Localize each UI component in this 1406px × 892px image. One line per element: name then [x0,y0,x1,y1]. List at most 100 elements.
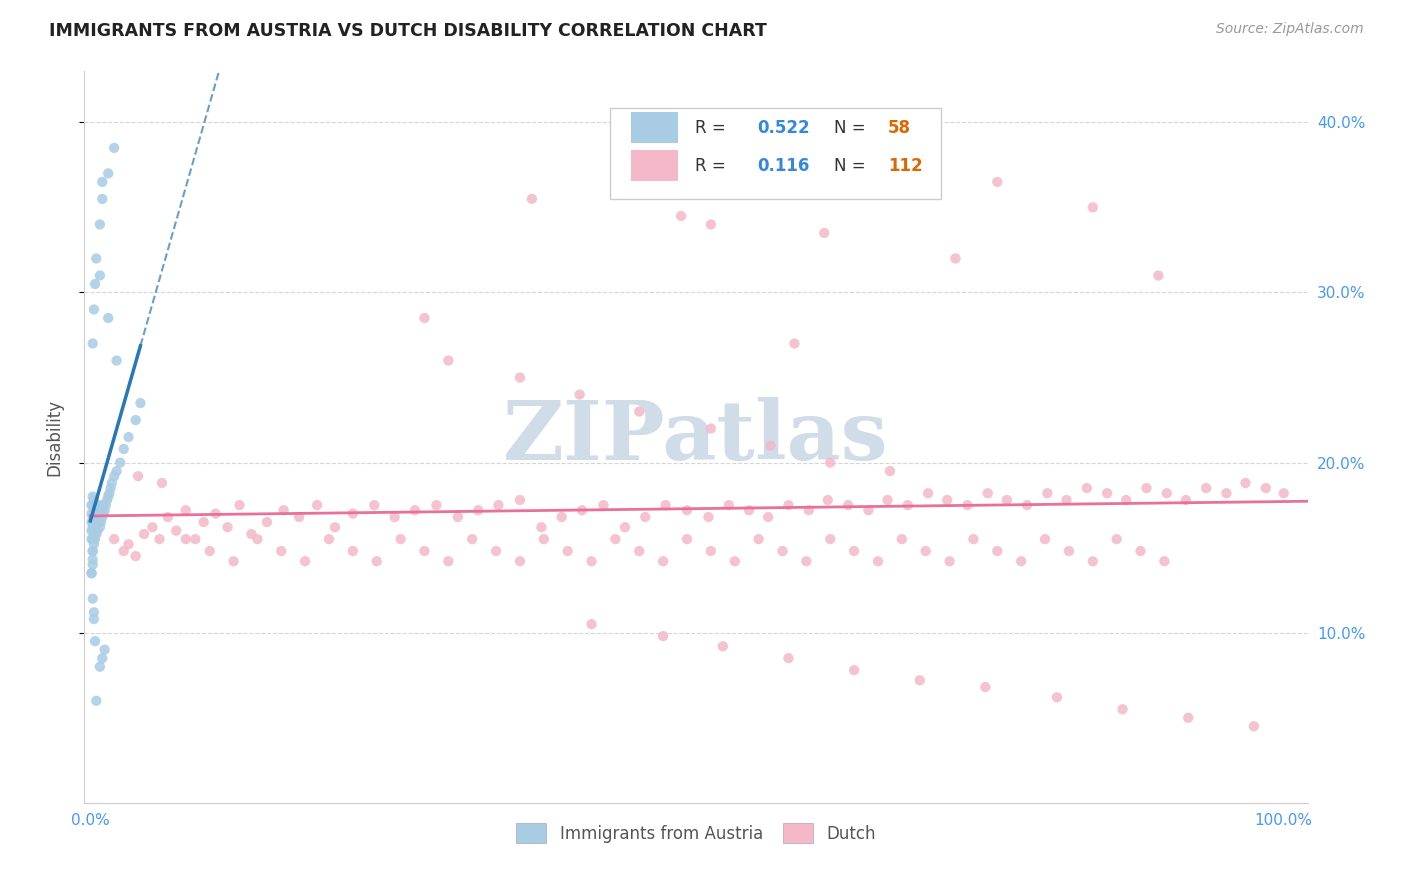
Point [89,659,111,673]
Point [628,404,651,418]
Point [1156,486,1178,500]
Point [437,554,460,568]
Point [866,554,889,568]
Point [488,498,510,512]
Point [246,532,269,546]
Point [97,166,120,180]
Point [103,469,125,483]
Point [676,532,699,546]
Point [1272,486,1295,500]
Point [83,537,105,551]
Point [87,515,110,529]
Point [652,554,675,568]
Point [711,640,734,654]
Point [86,510,108,524]
Point [82,591,104,606]
Bar [631,151,678,181]
Point [592,498,614,512]
Point [813,226,835,240]
Point [323,520,346,534]
Point [1177,711,1199,725]
Point [697,510,720,524]
Point [129,396,152,410]
Point [204,507,226,521]
Point [84,508,107,523]
Point [1215,486,1237,500]
Point [89,520,111,534]
Point [270,544,292,558]
Point [124,549,146,563]
Point [80,515,103,529]
Point [84,277,107,291]
Point [342,507,364,521]
Point [1254,481,1277,495]
Point [165,524,187,538]
Point [89,268,111,283]
Point [890,149,912,163]
Point [80,532,103,546]
Point [1115,493,1137,508]
Point [84,252,107,266]
FancyBboxPatch shape [610,108,941,200]
Point [117,537,139,551]
Point [778,498,800,512]
Point [914,544,936,558]
Point [97,490,120,504]
Point [80,507,103,521]
Point [90,503,112,517]
Point [509,554,531,568]
Point [628,544,651,558]
Point [82,544,104,558]
Point [956,498,979,512]
Point [1234,475,1257,490]
Point [141,520,163,534]
Point [82,558,104,572]
Point [974,680,997,694]
Point [818,456,841,470]
Point [568,387,591,401]
Point [82,532,104,546]
Point [80,566,103,581]
Point [366,554,388,568]
Point [96,493,118,508]
Point [1056,493,1078,508]
Point [184,532,207,546]
Point [193,515,215,529]
Point [1243,719,1265,733]
Text: N =: N = [834,119,872,136]
Point [634,510,657,524]
Text: 0.522: 0.522 [758,119,810,136]
Point [404,503,426,517]
Point [977,486,1000,500]
Point [425,498,447,512]
Point [890,532,912,546]
Point [796,554,818,568]
Point [1129,544,1152,558]
Point [389,532,412,546]
Point [105,464,128,478]
Point [82,544,104,558]
Point [797,503,820,517]
Text: R =: R = [695,119,731,136]
Point [717,498,740,512]
Point [87,503,110,517]
Point [551,510,574,524]
Point [447,510,470,524]
Point [93,642,115,657]
Point [82,490,104,504]
Point [82,336,104,351]
Point [1057,544,1080,558]
Point [82,498,104,512]
Point [91,498,114,512]
Point [91,651,114,665]
Point [98,486,121,500]
Point [1195,481,1218,495]
Point [1036,486,1059,500]
Point [908,673,931,688]
Text: R =: R = [695,157,731,175]
Point [700,421,723,435]
Point [112,442,135,456]
Point [148,532,170,546]
Point [700,218,723,232]
Point [738,503,761,517]
